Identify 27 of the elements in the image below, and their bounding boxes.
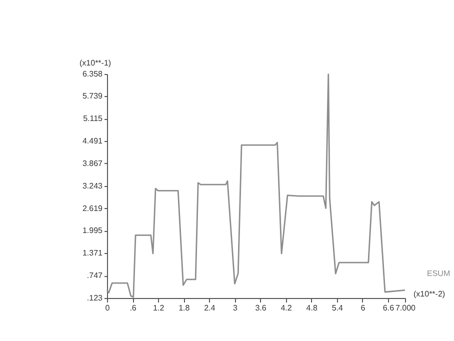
y-axis-title: (x10**-1) [80,58,112,68]
x-tick-label: 0 [105,304,110,312]
x-tick-label: 3.6 [255,304,267,312]
x-tick-label: 3 [232,304,238,312]
x-tick-label: 1.2 [153,304,165,312]
y-tick-label: 1.995 [82,226,104,236]
y-tick-label: 6.358 [82,70,104,78]
x-tick-label: 5.4 [332,304,344,312]
x-tick-label: 6.6 [382,304,395,312]
y-tick-label: 5.115 [83,114,104,124]
x-tick-label: .6 [130,304,137,312]
text: ESUM [427,269,450,278]
x-tick-label: 2.4 [204,304,216,312]
x-axis-title: (x10**-2) [414,290,446,298]
y-tick-label: 3.867 [82,158,104,168]
x-tick-label: 6 [360,304,366,312]
y-tick-label: 4.491 [82,136,104,146]
x-tick-label: 4.8 [306,304,318,312]
y-tick-label: 2.619 [82,204,104,213]
y-tick-label: 3.243 [82,181,104,190]
y-tick-label: .123 [86,294,104,302]
x-tick-label: 4.2 [280,304,292,312]
y-tick-label: .747 [86,271,104,280]
x-tick-label: 7.000 [395,304,416,312]
y-tick-label: 1.371 [82,248,104,258]
y-tick-label: 5.739 [82,92,104,101]
x-tick-label: 1.8 [178,304,190,312]
